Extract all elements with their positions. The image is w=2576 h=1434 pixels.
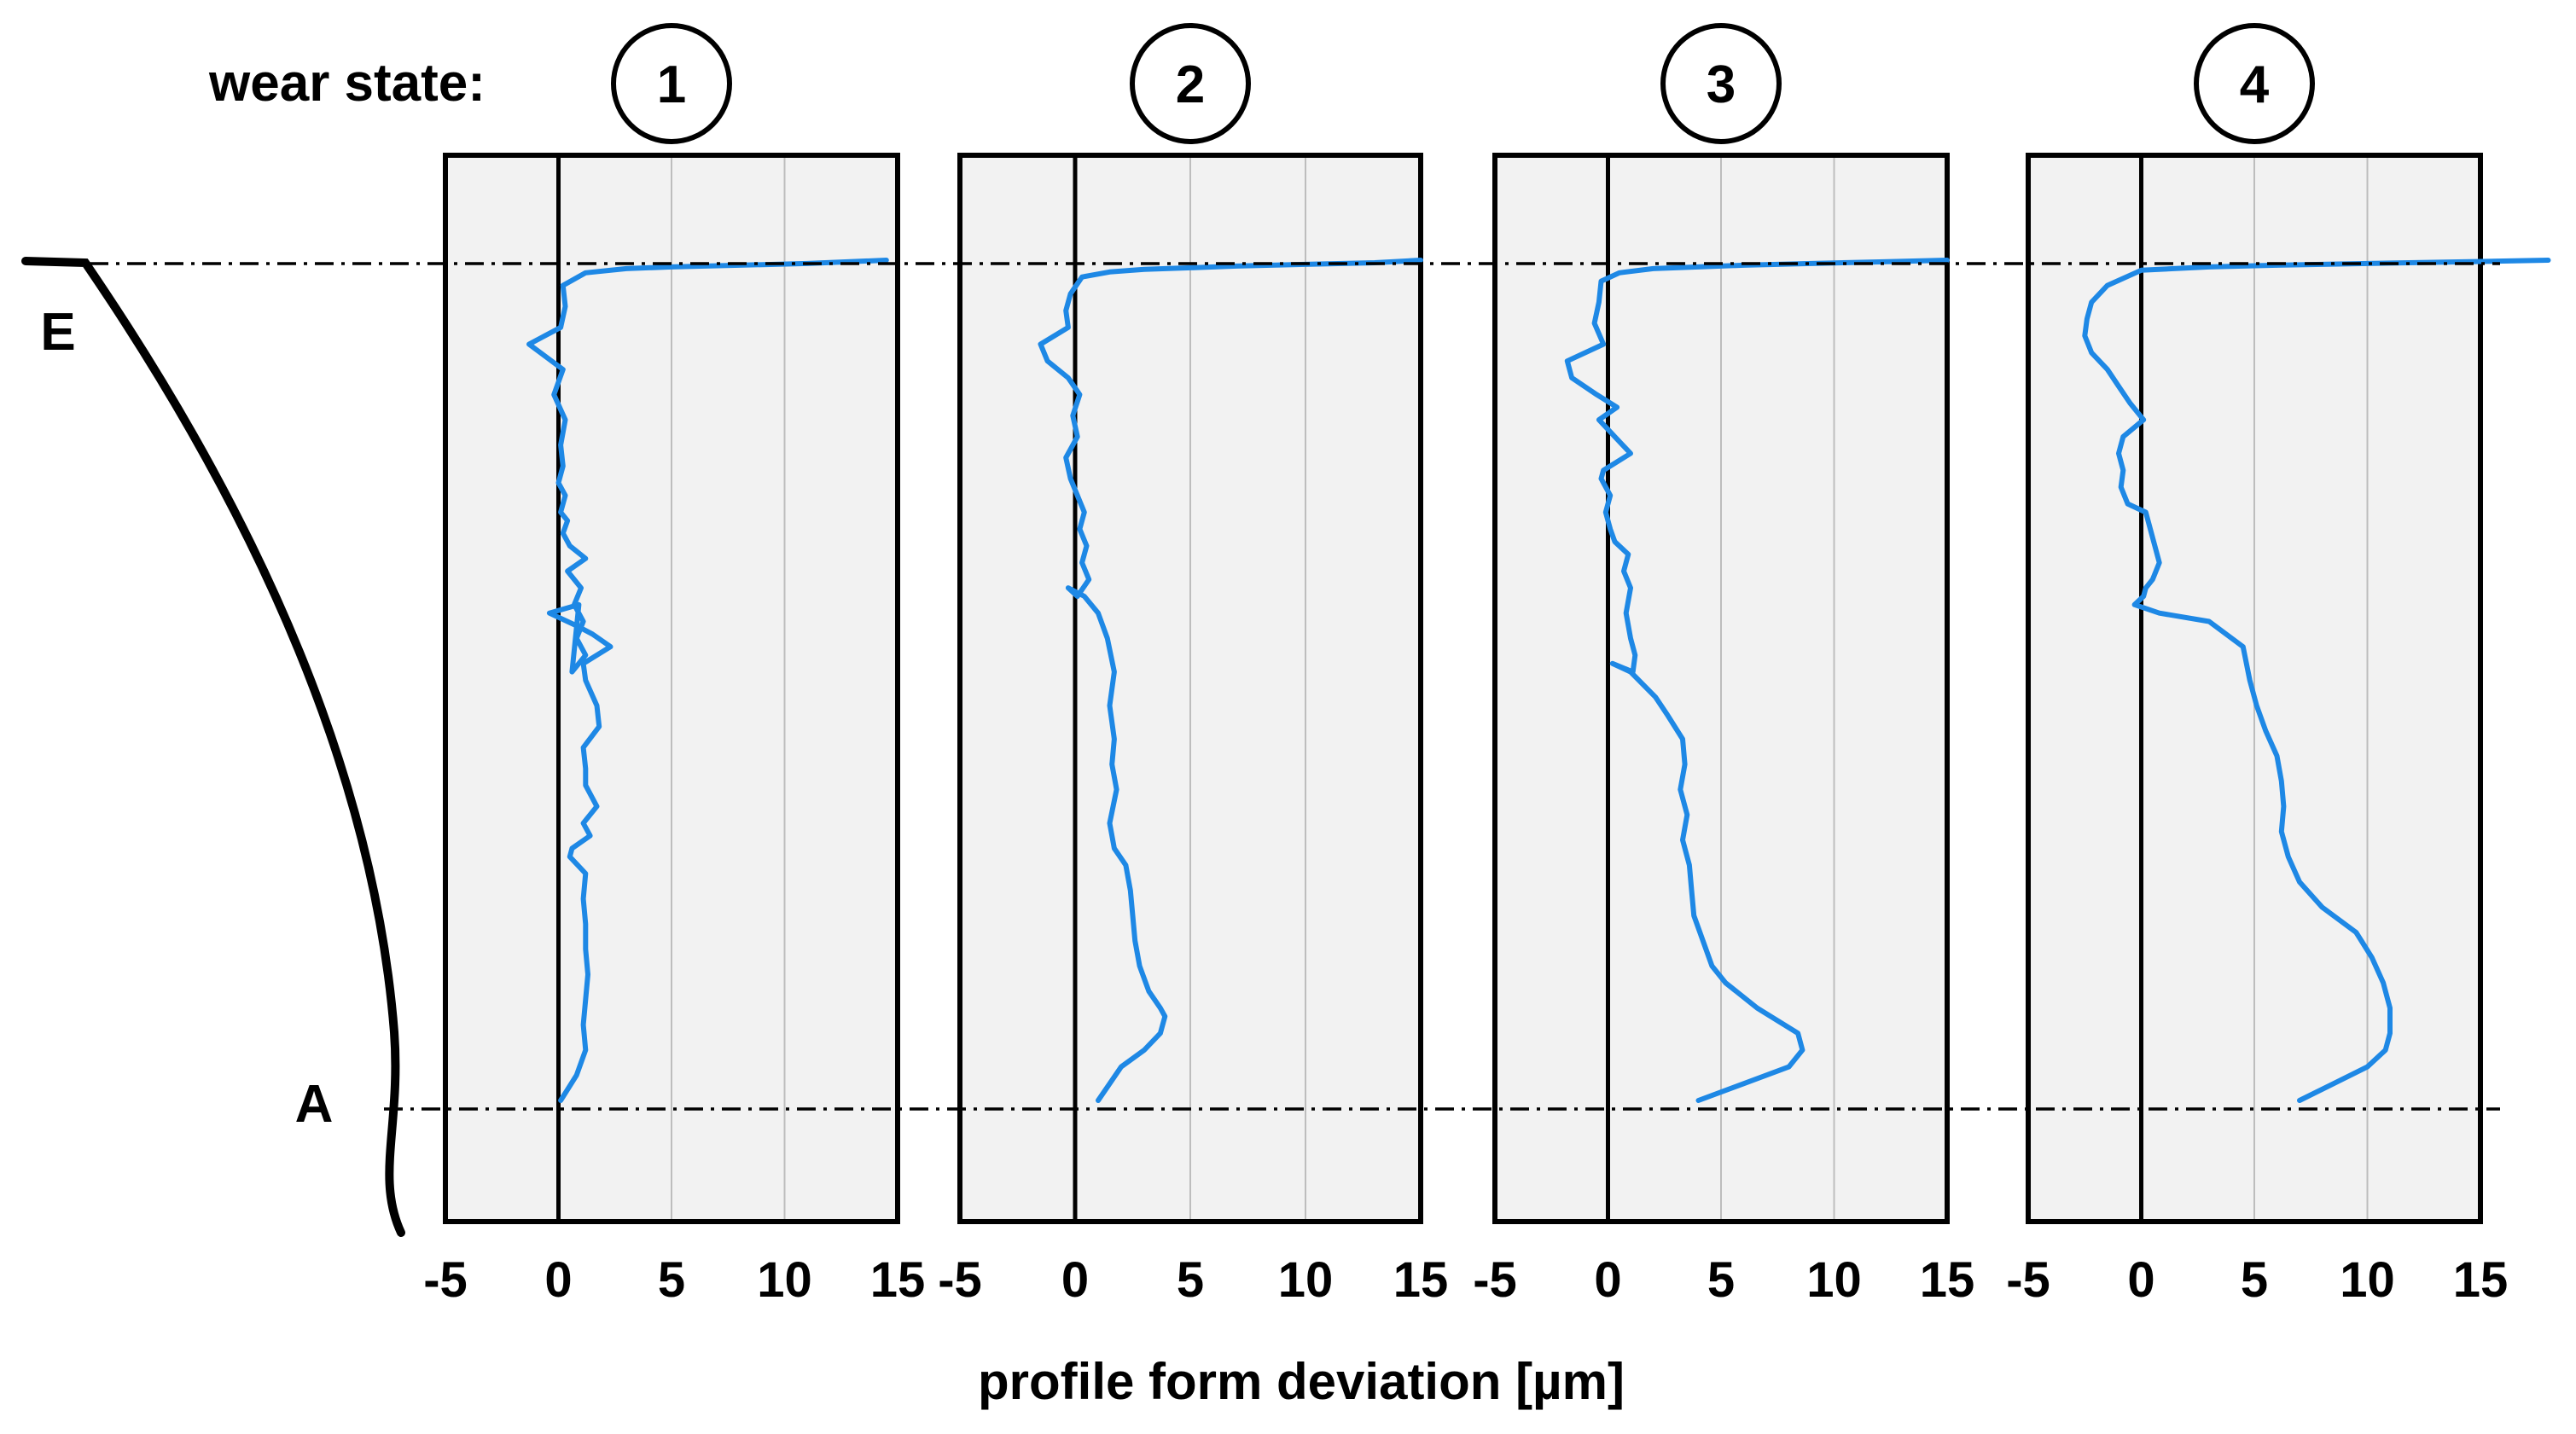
- panels: -5 0 5 10 15 1 -5 0 5 10 15 2 -5 0 5 10 15 3 -5 0 5 10 15 4: [423, 23, 2551, 1308]
- trace-wear-state-3: [1564, 258, 1950, 1103]
- tick-label-2--5: -5: [938, 1252, 982, 1308]
- wear-state-number-1: 1: [657, 55, 686, 114]
- wear-state-badge-4: [2194, 23, 2315, 144]
- tick-label-1-10: 10: [757, 1252, 812, 1308]
- tick-label-1-0: 0: [544, 1252, 572, 1308]
- tick-label-3-15: 15: [1920, 1252, 1975, 1308]
- tick-label-3--5: -5: [1473, 1252, 1517, 1308]
- tick-label-1-5: 5: [658, 1252, 685, 1308]
- wear-state-label: wear state:: [208, 54, 486, 113]
- tick-label-3-5: 5: [1707, 1252, 1735, 1308]
- tick-label-3-10: 10: [1806, 1252, 1862, 1308]
- tooth-flank-curve: [21, 257, 405, 1237]
- trace-wear-state-4: [2082, 258, 2551, 1103]
- wear-state-badge-2: [1130, 23, 1251, 144]
- label-a: A: [295, 1075, 334, 1134]
- wear-state-number-2: 2: [1176, 55, 1205, 114]
- tick-label-2-5: 5: [1177, 1252, 1204, 1308]
- wear-state-badge-3: [1660, 23, 1782, 144]
- tick-label-1-15: 15: [870, 1252, 926, 1308]
- tick-label-2-15: 15: [1393, 1252, 1449, 1308]
- tick-label-2-0: 0: [1061, 1252, 1089, 1308]
- tick-label-4-10: 10: [2340, 1252, 2395, 1308]
- label-e: E: [40, 303, 75, 362]
- trace-wear-state-1: [526, 258, 889, 1103]
- tick-label-4-15: 15: [2453, 1252, 2509, 1308]
- tick-label-4-5: 5: [2241, 1252, 2268, 1308]
- trace-wear-state-2: [1038, 258, 1423, 1103]
- tick-label-4-0: 0: [2127, 1252, 2154, 1308]
- x-axis-label: profile form deviation [µm]: [978, 1353, 1625, 1410]
- tick-label-4--5: -5: [2006, 1252, 2050, 1308]
- wear-state-badge-1: [611, 23, 732, 144]
- wear-state-number-3: 3: [1707, 55, 1736, 114]
- tick-label-2-10: 10: [1278, 1252, 1334, 1308]
- tick-label-1--5: -5: [423, 1252, 468, 1308]
- wear-state-number-4: 4: [2240, 55, 2270, 114]
- tick-label-3-0: 0: [1594, 1252, 1621, 1308]
